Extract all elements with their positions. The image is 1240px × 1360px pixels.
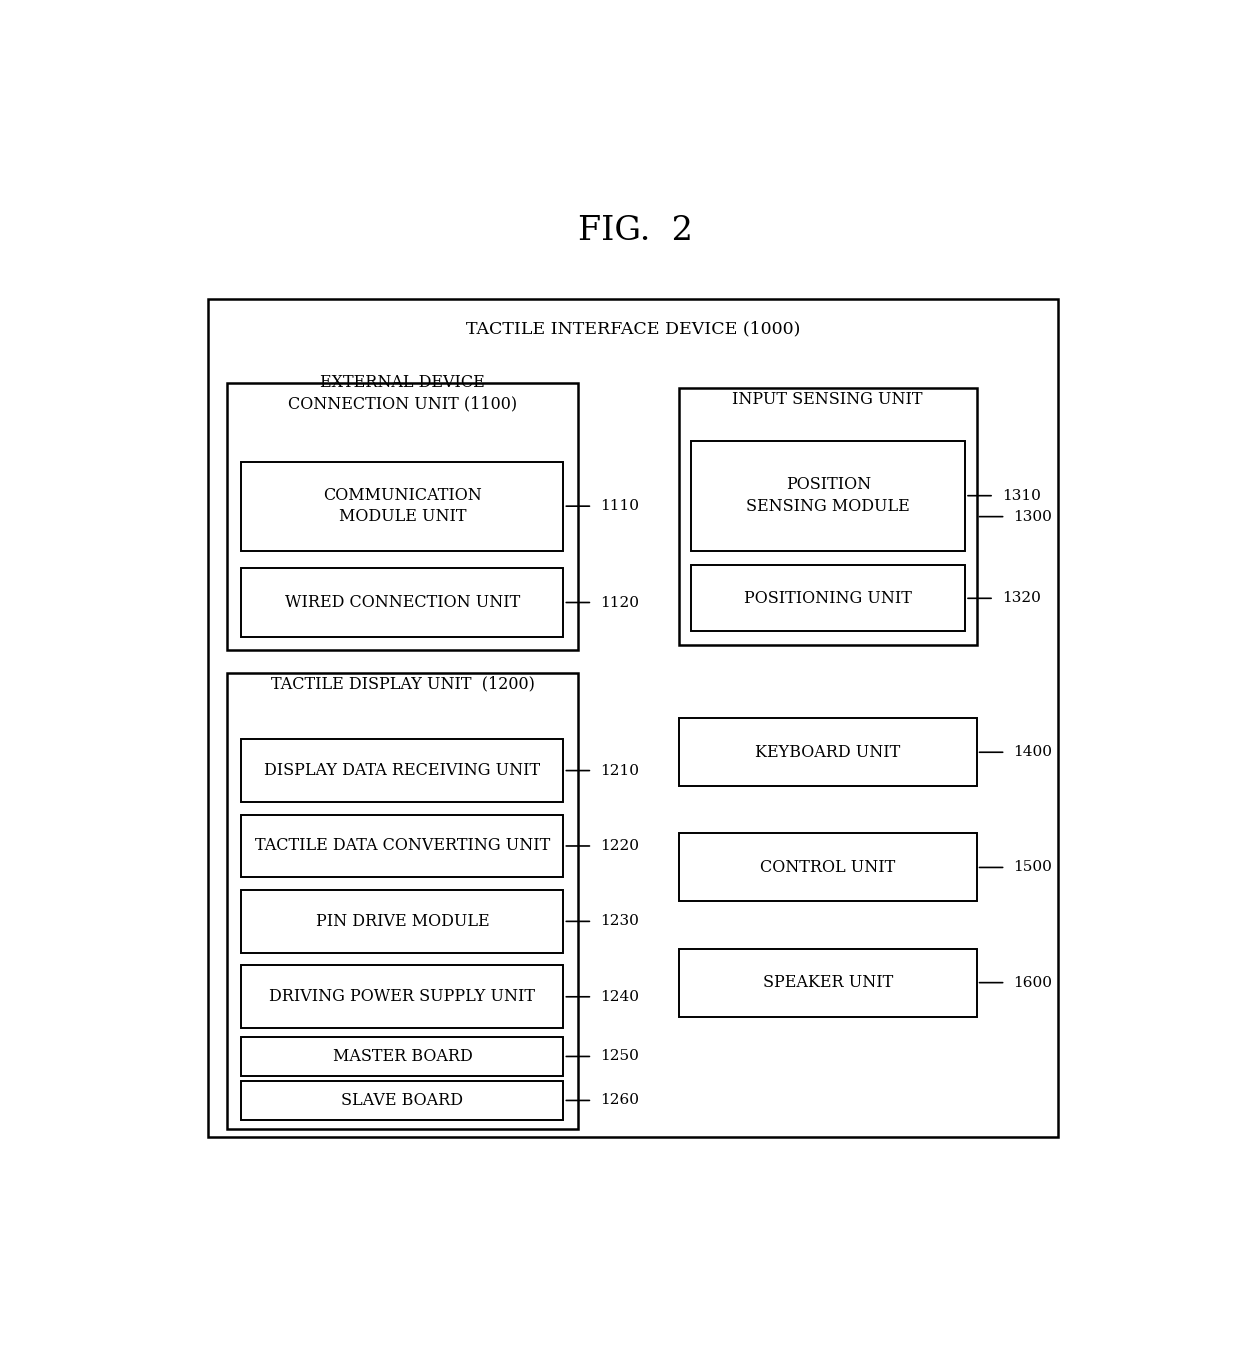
Text: 1500: 1500 xyxy=(1013,861,1052,874)
FancyBboxPatch shape xyxy=(691,566,965,631)
Text: COMMUNICATION
MODULE UNIT: COMMUNICATION MODULE UNIT xyxy=(324,487,482,525)
FancyBboxPatch shape xyxy=(678,389,977,645)
Text: 1320: 1320 xyxy=(1002,592,1040,605)
Text: KEYBOARD UNIT: KEYBOARD UNIT xyxy=(755,744,900,760)
Text: 1300: 1300 xyxy=(1013,510,1052,524)
Text: POSITIONING UNIT: POSITIONING UNIT xyxy=(744,590,913,607)
Text: CONTROL UNIT: CONTROL UNIT xyxy=(760,860,895,876)
Text: POSITION
SENSING MODULE: POSITION SENSING MODULE xyxy=(746,476,910,515)
FancyBboxPatch shape xyxy=(242,815,563,877)
FancyBboxPatch shape xyxy=(242,889,563,953)
Text: TACTILE DATA CONVERTING UNIT: TACTILE DATA CONVERTING UNIT xyxy=(255,838,551,854)
FancyBboxPatch shape xyxy=(242,1081,563,1121)
Text: 1210: 1210 xyxy=(600,763,639,778)
FancyBboxPatch shape xyxy=(208,299,1059,1137)
Text: 1230: 1230 xyxy=(600,914,639,929)
Text: SPEAKER UNIT: SPEAKER UNIT xyxy=(763,974,893,991)
Text: TACTILE DISPLAY UNIT  (1200): TACTILE DISPLAY UNIT (1200) xyxy=(270,675,534,692)
Text: EXTERNAL DEVICE
CONNECTION UNIT (1100): EXTERNAL DEVICE CONNECTION UNIT (1100) xyxy=(288,374,517,413)
Text: 1600: 1600 xyxy=(1013,975,1053,990)
FancyBboxPatch shape xyxy=(242,1036,563,1076)
Text: DRIVING POWER SUPPLY UNIT: DRIVING POWER SUPPLY UNIT xyxy=(269,989,536,1005)
Text: 1310: 1310 xyxy=(1002,488,1040,503)
FancyBboxPatch shape xyxy=(242,568,563,636)
Text: SLAVE BOARD: SLAVE BOARD xyxy=(341,1092,464,1108)
FancyBboxPatch shape xyxy=(242,740,563,802)
Text: 1120: 1120 xyxy=(600,596,639,609)
Text: INPUT SENSING UNIT: INPUT SENSING UNIT xyxy=(733,392,923,408)
FancyBboxPatch shape xyxy=(678,949,977,1017)
Text: 1240: 1240 xyxy=(600,990,639,1004)
Text: DISPLAY DATA RECEIVING UNIT: DISPLAY DATA RECEIVING UNIT xyxy=(264,762,541,779)
FancyBboxPatch shape xyxy=(242,966,563,1028)
Text: 1220: 1220 xyxy=(600,839,639,853)
Text: WIRED CONNECTION UNIT: WIRED CONNECTION UNIT xyxy=(285,594,520,611)
FancyBboxPatch shape xyxy=(678,718,977,786)
FancyBboxPatch shape xyxy=(227,673,578,1129)
Text: 1260: 1260 xyxy=(600,1093,639,1107)
Text: TACTILE INTERFACE DEVICE (1000): TACTILE INTERFACE DEVICE (1000) xyxy=(466,320,800,337)
Text: 1400: 1400 xyxy=(1013,745,1053,759)
Text: 1250: 1250 xyxy=(600,1050,639,1064)
FancyBboxPatch shape xyxy=(678,834,977,902)
Text: MASTER BOARD: MASTER BOARD xyxy=(332,1049,472,1065)
FancyBboxPatch shape xyxy=(242,461,563,551)
Text: FIG.  2: FIG. 2 xyxy=(578,215,693,248)
Text: 1110: 1110 xyxy=(600,499,639,513)
FancyBboxPatch shape xyxy=(227,384,578,650)
Text: PIN DRIVE MODULE: PIN DRIVE MODULE xyxy=(316,913,490,930)
FancyBboxPatch shape xyxy=(691,441,965,551)
